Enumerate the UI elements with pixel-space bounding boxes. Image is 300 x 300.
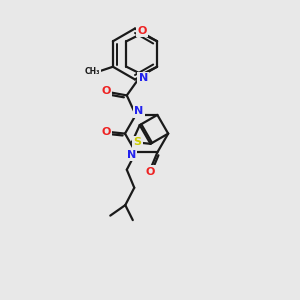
Text: O: O [101,86,110,96]
Text: N: N [139,73,148,83]
Text: S: S [134,137,142,147]
Text: O: O [138,26,147,36]
Text: N: N [134,106,143,116]
Text: O: O [101,127,111,136]
Text: CH₃: CH₃ [84,67,100,76]
Text: N: N [127,150,136,160]
Text: O: O [145,167,154,176]
